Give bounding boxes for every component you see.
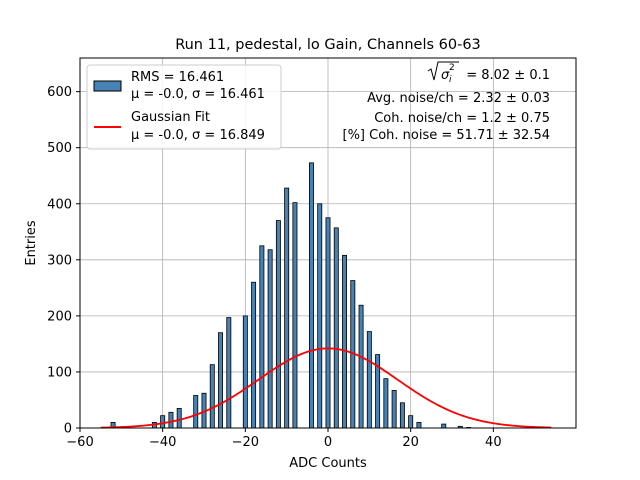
histogram-bar bbox=[267, 249, 273, 429]
legend-fit-label: Gaussian Fit bbox=[131, 110, 210, 125]
histogram-bar bbox=[399, 402, 405, 429]
histogram-bar bbox=[193, 395, 199, 429]
histogram-bar bbox=[416, 421, 422, 429]
x-tick-label: −40 bbox=[149, 435, 176, 450]
histogram-bar bbox=[160, 415, 166, 429]
y-tick-label: 100 bbox=[47, 365, 72, 380]
x-tick-label: −20 bbox=[232, 435, 259, 450]
annotation-avg-noise: Avg. noise/ch = 2.32 ± 0.03 bbox=[367, 91, 550, 106]
x-tick-label: 0 bbox=[324, 435, 332, 450]
histogram-bar bbox=[358, 304, 364, 429]
x-axis-ticks: −60 −40 −20 0 20 40 bbox=[66, 428, 502, 450]
histogram-bar bbox=[317, 203, 323, 429]
histogram-bar bbox=[259, 245, 265, 429]
y-tick-label: 500 bbox=[47, 141, 72, 156]
legend-histogram-stats: μ = -0.0, σ = 16.461 bbox=[131, 87, 265, 102]
x-tick-label: −60 bbox=[66, 435, 93, 450]
legend-histogram-label: RMS = 16.461 bbox=[131, 70, 224, 85]
histogram-bars bbox=[110, 162, 472, 429]
x-tick-label: 20 bbox=[402, 435, 419, 450]
sqrt-symbol-icon bbox=[427, 61, 459, 81]
annotation-sigma-subscript: i bbox=[449, 75, 452, 85]
histogram-bar bbox=[168, 411, 174, 429]
histogram-bar bbox=[366, 331, 372, 429]
histogram-bar bbox=[333, 227, 339, 429]
fit-curve bbox=[100, 347, 552, 429]
x-axis-label: ADC Counts bbox=[289, 456, 367, 471]
y-axis-label: Entries bbox=[24, 220, 39, 266]
y-tick-label: 600 bbox=[47, 85, 72, 100]
histogram-bar bbox=[441, 423, 447, 429]
histogram-bar bbox=[275, 220, 281, 429]
histogram-bar bbox=[284, 187, 290, 429]
y-tick-label: 200 bbox=[47, 309, 72, 324]
gaussian-fit-line bbox=[100, 347, 552, 429]
histogram-bar bbox=[226, 317, 232, 429]
x-tick-label: 40 bbox=[485, 435, 502, 450]
legend-histogram-swatch bbox=[93, 80, 122, 92]
annotation-box: σ i 2 = 8.02 ± 0.1 Avg. noise/ch = 2.32 … bbox=[343, 61, 551, 143]
annotation-sigma: σ i 2 = 8.02 ± 0.1 bbox=[427, 61, 550, 85]
y-tick-label: 300 bbox=[47, 253, 72, 268]
annotation-sigma-symbol: σ bbox=[441, 68, 450, 83]
annotation-sigma-value: = 8.02 ± 0.1 bbox=[466, 68, 550, 83]
histogram-bar bbox=[242, 315, 248, 429]
histogram-bar bbox=[391, 390, 397, 429]
histogram-bar bbox=[342, 254, 348, 429]
histogram-bar bbox=[251, 281, 257, 429]
legend-fit-stats: μ = -0.0, σ = 16.849 bbox=[131, 128, 265, 143]
histogram-bar bbox=[308, 162, 314, 429]
annotation-sigma-superscript: 2 bbox=[449, 63, 455, 73]
chart-title: Run 11, pedestal, lo Gain, Channels 60-6… bbox=[175, 37, 481, 53]
histogram-bar bbox=[209, 364, 215, 429]
histogram-bar bbox=[176, 407, 182, 429]
histogram-bar bbox=[408, 415, 414, 429]
y-tick-label: 400 bbox=[47, 197, 72, 212]
histogram-bar bbox=[218, 332, 223, 429]
annotation-coh-noise-percent: [%] Coh. noise = 51.71 ± 32.54 bbox=[343, 128, 551, 143]
histogram-bar bbox=[325, 217, 331, 429]
histogram-bar bbox=[292, 202, 298, 429]
y-tick-label: 0 bbox=[64, 422, 72, 437]
y-axis-ticks: 0 100 200 300 400 500 600 bbox=[47, 85, 80, 437]
legend: RMS = 16.461 μ = -0.0, σ = 16.461 Gaussi… bbox=[86, 64, 282, 150]
annotation-coh-noise: Coh. noise/ch = 1.2 ± 0.75 bbox=[374, 111, 550, 126]
histogram-bar bbox=[383, 378, 389, 429]
legend-box bbox=[86, 64, 282, 150]
